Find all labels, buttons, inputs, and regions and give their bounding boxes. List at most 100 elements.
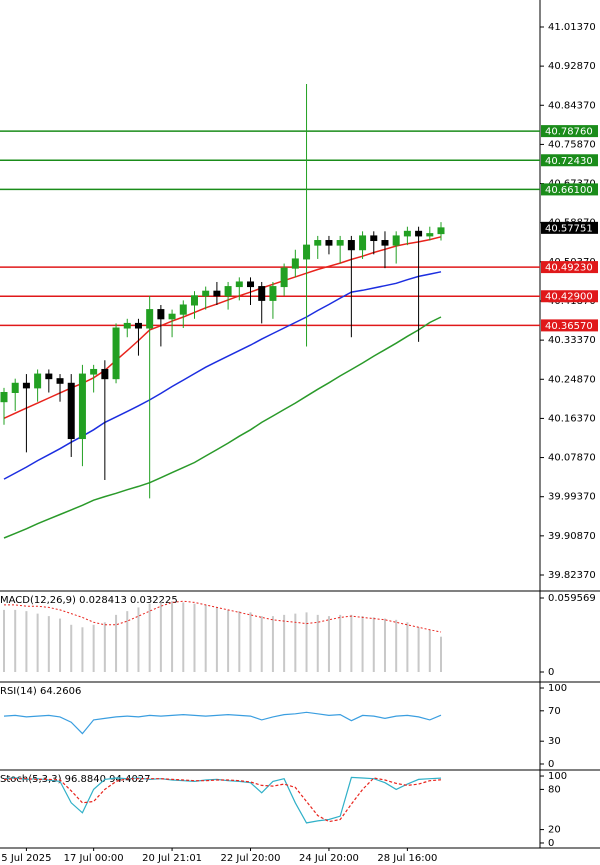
macd-bar — [440, 636, 442, 673]
y-tick-label: 39.90870 — [548, 531, 596, 542]
level-label: 40.42900 — [545, 292, 593, 303]
level-box — [541, 183, 598, 196]
candle-body — [247, 281, 255, 288]
candle-body — [359, 235, 367, 251]
y-tick-label: 70 — [548, 706, 561, 717]
y-tick-label: 40.84370 — [548, 100, 596, 111]
candle-body — [325, 240, 333, 246]
macd-bar — [316, 614, 319, 673]
current-price-label: 40.57751 — [545, 223, 593, 234]
indicator-header: RSI(14) 64.2606 — [0, 686, 81, 697]
macd-bar — [137, 607, 140, 673]
y-tick-label: 40.16370 — [548, 413, 596, 424]
macd-bar — [215, 607, 218, 673]
macd-bar — [126, 611, 129, 673]
macd-bar — [350, 614, 353, 673]
macd-bar — [260, 616, 263, 673]
candle-body — [415, 230, 423, 237]
x-tick-label: 17 Jul 00:00 — [64, 853, 124, 864]
candle-body — [34, 373, 42, 389]
level-label: 40.49230 — [545, 263, 593, 274]
candle-body — [347, 240, 355, 251]
macd-bar — [227, 609, 230, 673]
moving-average — [3, 271, 442, 480]
candle-body — [179, 304, 187, 315]
candle-body — [112, 327, 120, 380]
macd-bar — [204, 604, 207, 673]
macd-bar — [182, 602, 185, 673]
macd-bar — [428, 629, 431, 673]
candle-body — [157, 309, 165, 320]
candle-body — [90, 368, 98, 375]
y-tick-label: 41.01370 — [548, 22, 596, 33]
candle-body — [392, 235, 400, 246]
y-tick-label: 39.82370 — [548, 570, 596, 581]
macd-bar — [70, 624, 73, 673]
level-label: 40.36570 — [545, 321, 593, 332]
macd-bar — [148, 603, 151, 673]
moving-average — [3, 316, 442, 539]
level-label: 40.66100 — [545, 185, 593, 196]
macd-bar — [395, 619, 398, 673]
macd-bar — [81, 627, 84, 673]
candle-body — [269, 286, 277, 301]
candle-body — [437, 227, 445, 235]
candle-body — [11, 382, 19, 393]
y-tick-label: 0 — [548, 667, 554, 678]
candle-body — [381, 240, 389, 246]
macd-bar — [283, 614, 286, 673]
macd-bar — [115, 614, 118, 673]
macd-bar — [25, 611, 28, 673]
candle-body — [213, 290, 221, 297]
macd-bar — [159, 602, 162, 673]
x-tick-label: 24 Jul 20:00 — [299, 853, 359, 864]
y-tick-label: 20 — [548, 825, 561, 836]
x-tick-label: 28 Jul 16:00 — [377, 853, 437, 864]
macd-bar — [417, 627, 420, 673]
y-tick-label: 80 — [548, 784, 561, 795]
y-tick-label: 40.24870 — [548, 374, 596, 385]
y-tick-label: 40.33370 — [548, 335, 596, 346]
candle-body — [426, 233, 434, 237]
candle-body — [291, 258, 299, 269]
current-price-box — [541, 221, 598, 234]
x-tick-label: 22 Jul 20:00 — [221, 853, 281, 864]
macd-bar — [47, 616, 50, 673]
candle-body — [22, 382, 30, 389]
level-box — [541, 290, 598, 303]
candle-body — [146, 309, 154, 329]
candle-body — [235, 281, 243, 288]
macd-bar — [305, 612, 308, 673]
y-tick-label: 30 — [548, 736, 561, 747]
macd-bar — [406, 622, 409, 673]
macd-bar — [193, 603, 196, 673]
macd-bar — [171, 601, 174, 673]
macd-bar — [271, 616, 274, 673]
macd-bar — [327, 616, 330, 673]
level-box — [541, 154, 598, 167]
indicator-header: Stoch(5,3,3) 96.8840 94.4027 — [0, 774, 151, 785]
candle-body — [280, 267, 288, 288]
macd-bar — [249, 612, 252, 673]
candle-body — [134, 322, 142, 329]
candle-body — [123, 322, 131, 329]
candle-body — [258, 286, 266, 301]
macd-bar — [339, 614, 342, 673]
macd-bar — [36, 613, 39, 673]
macd-bar — [14, 609, 17, 673]
macd-bar — [294, 613, 297, 673]
candle-body — [190, 295, 198, 306]
candle-body — [370, 235, 378, 242]
macd-bar — [59, 618, 62, 673]
candle-body — [336, 240, 344, 246]
candle-body — [101, 368, 109, 380]
macd-bar — [92, 624, 95, 673]
candle-body — [224, 286, 232, 297]
candle-body — [0, 391, 8, 403]
indicator-line — [3, 711, 442, 735]
indicator-header: MACD(12,26,9) 0.028413 0.032225 — [0, 595, 178, 606]
macd-bar — [238, 611, 241, 673]
macd-bar — [103, 622, 106, 673]
level-box — [541, 261, 598, 274]
